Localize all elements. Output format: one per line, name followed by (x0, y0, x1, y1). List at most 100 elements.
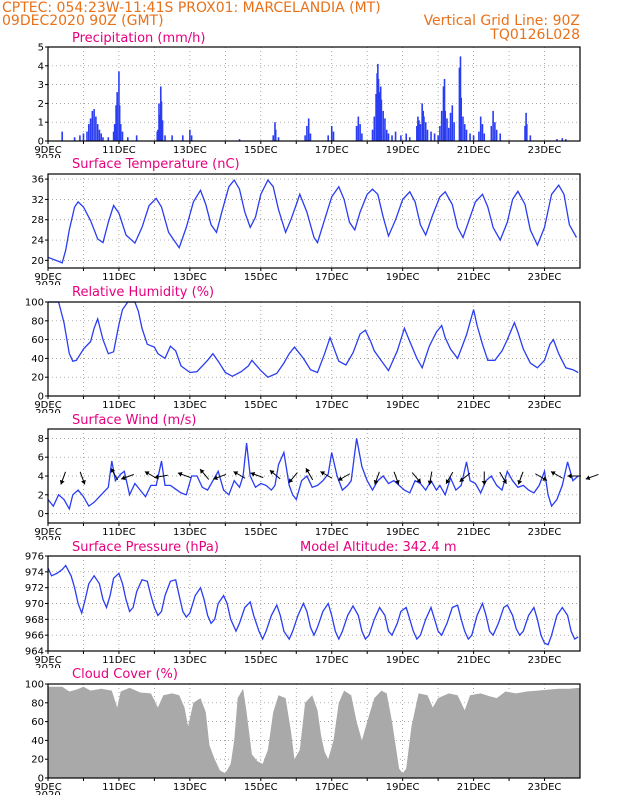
rh-xtick-label: 15DEC (244, 400, 278, 411)
rh-xtick-label: 17DEC (315, 400, 349, 411)
temp-xtick-label: 17DEC (315, 272, 349, 283)
precip-bar (469, 133, 471, 141)
wind-series-line (47, 438, 579, 511)
rh-ytick-label: 100 (25, 298, 44, 309)
wind-arrow-head (200, 469, 205, 474)
wind-xtick-label: 21DEC (457, 527, 491, 538)
precip-bar (86, 131, 88, 141)
cloud-ytick-label: 0 (38, 774, 44, 785)
wind-arrow-head (459, 477, 465, 482)
wind-title: Surface Wind (m/s) (72, 413, 196, 428)
precip-bar (472, 135, 475, 141)
wind-arrow-head (585, 475, 591, 481)
wind-arrow-head (81, 479, 86, 485)
precip-bar (119, 124, 122, 141)
rh-xtick-label: 23DEC (528, 400, 562, 411)
precip-bar (306, 125, 308, 141)
rh-ytick-label: 80 (31, 316, 44, 327)
precip-bar (460, 97, 462, 141)
precip-bar (91, 110, 94, 141)
precip-bar (190, 135, 193, 141)
precip-bar (418, 120, 420, 141)
wind-xtick-label: 19DEC (386, 527, 420, 538)
pres-xtick-label: 17DEC (315, 655, 349, 666)
cloud-ytick-label: 80 (31, 698, 44, 709)
header-run-time: 09DEC2020 90Z (GMT) (2, 13, 164, 29)
precip-bar (100, 133, 102, 141)
wind-ytick-label: 8 (38, 434, 44, 445)
wind-arrow-head (338, 476, 343, 481)
temp-ytick-label: 24 (31, 236, 44, 247)
precip-ytick-label: 0 (38, 137, 44, 148)
precip-bar (565, 139, 567, 141)
wind-arrow-head (250, 471, 256, 477)
rh-frame (47, 301, 581, 397)
rh-xtick-label: 11DEC (102, 400, 136, 411)
precip-bar (118, 105, 121, 141)
header-location: CPTEC: 054:23W-11:41S PROX01: MARCELANDI… (2, 0, 381, 16)
precip-bar (453, 122, 455, 141)
wind-year-label: 2020 (35, 535, 60, 546)
precip-bar (160, 101, 163, 141)
wind-arrow-head (373, 479, 379, 485)
precip-bar (419, 124, 422, 141)
precip-bar (439, 125, 441, 141)
precip-bar (82, 133, 85, 141)
cloud-year-label: 2020 (35, 790, 60, 800)
rh-year-label: 2020 (35, 408, 60, 419)
wind-xtick-label: 9DEC (34, 527, 61, 538)
precip-bar (442, 86, 445, 141)
precip-bar (113, 124, 116, 141)
wind-arrow-head (233, 471, 239, 476)
precip-bar (437, 135, 439, 141)
pres-ytick-label: 964 (25, 647, 44, 658)
cloud-xtick-label: 11DEC (102, 782, 136, 793)
precip-bar (181, 135, 184, 141)
pres-ytick-label: 972 (25, 583, 44, 594)
wind-arrow-head (110, 468, 116, 473)
wind-arrow-head (550, 471, 556, 476)
wind-arrow-head (269, 470, 275, 475)
cloud-ytick-label: 20 (31, 755, 44, 766)
pres-xtick-label: 9DEC (34, 655, 61, 666)
wind-arrow-head (177, 471, 183, 477)
precip-bar (478, 131, 480, 141)
precip-bar (115, 105, 117, 141)
cloud-xtick-label: 17DEC (315, 782, 349, 793)
rh-xtick-label: 9DEC (34, 400, 61, 411)
precip-bar (492, 110, 494, 141)
precip-bar (332, 131, 335, 141)
temp-ytick-label: 36 (31, 175, 44, 186)
wind-arrow-head (320, 471, 326, 476)
precip-bar (93, 109, 95, 141)
header-grid-line: Vertical Grid Line: 90Z (424, 13, 580, 29)
precip-bar (98, 129, 101, 141)
precip-bar (458, 67, 461, 141)
cloud-xtick-label: 15DEC (244, 782, 278, 793)
temp-grid (48, 174, 580, 268)
pres-year-label: 2020 (35, 663, 60, 674)
precip-bar (561, 138, 564, 141)
precip-bar (121, 131, 124, 141)
cloud-cover-area (48, 686, 580, 778)
humidity-title: Relative Humidity (%) (72, 285, 214, 300)
precip-bar (359, 124, 361, 141)
pres-ytick-label: 976 (25, 552, 44, 563)
wind-ytick-label: 6 (38, 453, 44, 464)
cloud-xtick-label: 21DEC (457, 782, 491, 793)
rh-grid (48, 302, 580, 396)
precip-bar (107, 137, 110, 141)
precip-xtick-label: 17DEC (315, 145, 349, 156)
precip-bar (451, 105, 454, 141)
precip-ytick-label: 5 (38, 43, 44, 54)
precip-bar (384, 118, 386, 141)
precip-bar (112, 131, 115, 141)
precip-bar (378, 92, 381, 141)
precip-bar (238, 139, 241, 141)
wind-grid (48, 429, 580, 523)
wind-arrow-head (288, 478, 294, 483)
precip-xtick-label: 21DEC (457, 145, 491, 156)
precip-bar (330, 125, 333, 141)
precip-bar (377, 78, 380, 141)
precip-bar (357, 116, 360, 141)
